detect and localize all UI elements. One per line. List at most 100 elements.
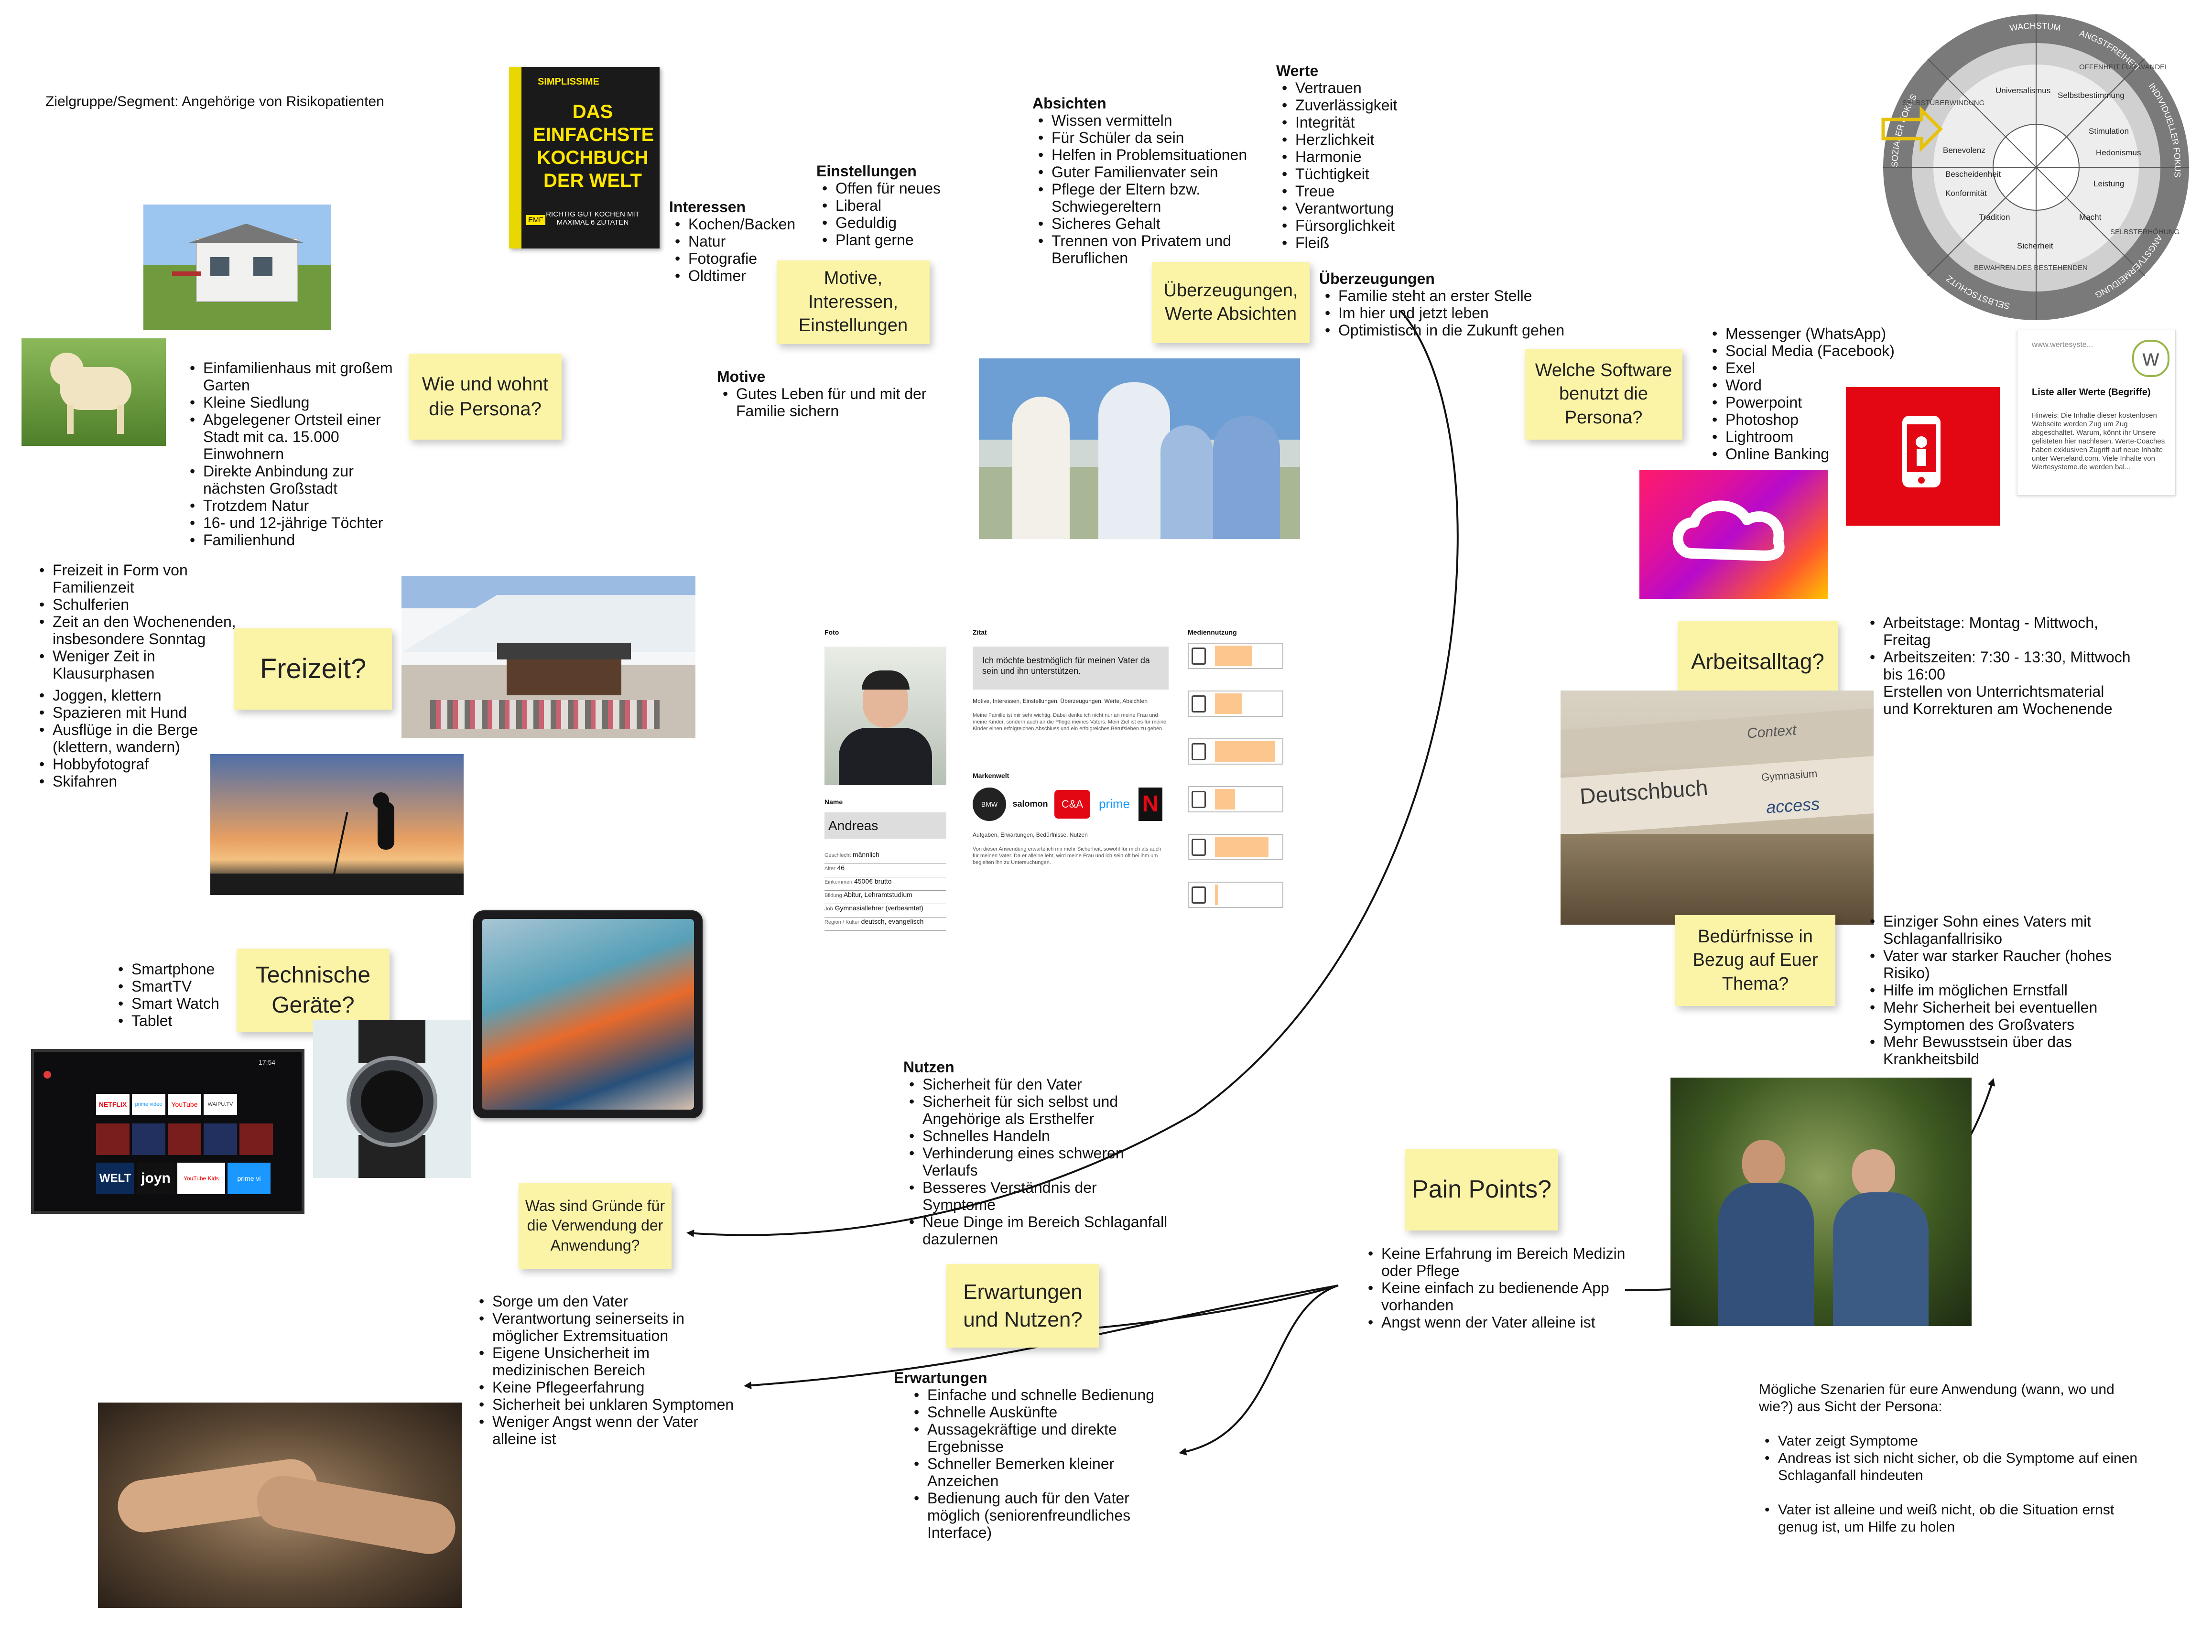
- werte-website-card[interactable]: www.wertesyste... w Liste aller Werte (B…: [2017, 330, 2176, 496]
- pain-item: Angst wenn der Vater alleine ist: [1368, 1314, 1630, 1331]
- beduerfnisse-list: Einziger Sohn eines Vaters mit Schlaganf…: [1864, 913, 2132, 1068]
- nutzen-item: Besseres Verständnis der Symptome: [909, 1179, 1171, 1213]
- szenarien-block: Mögliche Szenarien für eure Anwendung (w…: [1759, 1381, 2151, 1536]
- erwartungen-heading: Erwartungen: [894, 1369, 987, 1386]
- ueberzeugungen-item: Optimistisch in die Zukunft gehen: [1325, 322, 1587, 339]
- cookbook-image: SIMPLISSIME DAS EINFACHSTE KOCHBUCH DER …: [509, 67, 660, 248]
- brand-logo-ca: C&A: [1054, 789, 1090, 819]
- werte-item: Verantwortung: [1282, 200, 1429, 217]
- wheel-label: OFFENHEIT FÜR WANDEL: [2079, 63, 2169, 71]
- erwartungen-item: Schnelle Auskünfte: [914, 1404, 1161, 1421]
- werte-block: Werte Vertrauen Zuverlässigkeit Integrit…: [1276, 62, 1429, 251]
- nutzen-item: Sicherheit für den Vater: [909, 1076, 1171, 1093]
- ueberzeugungen-item: Familie steht an erster Stelle: [1325, 287, 1587, 304]
- tv-icon: [1192, 791, 1206, 808]
- sticky-note-beduerfnisse[interactable]: Bedürfnisse in Bezug auf Euer Thema?: [1675, 915, 1835, 1006]
- sticky-note-software[interactable]: Welche Software benutzt die Persona?: [1525, 349, 1682, 440]
- freizeit-item: Weniger Zeit in Klausurphasen: [39, 648, 253, 682]
- software-item: Lightroom: [1712, 428, 1921, 445]
- wohnen-item: Direkte Anbindung zur nächsten Großstadt: [190, 463, 394, 497]
- werte-item: Herzlichkeit: [1282, 131, 1429, 148]
- sticky-note-motive[interactable]: Motive, Interessen, Einstellungen: [777, 260, 930, 344]
- interessen-item: Fotografie: [675, 250, 822, 267]
- tv-app-youtube: YouTube: [168, 1094, 201, 1115]
- geraete-list: Smartphone SmartTV Smart Watch Tablet: [112, 961, 256, 1029]
- werte-item: Zuverlässigkeit: [1282, 97, 1429, 114]
- wheel-value: Leistung: [2093, 179, 2124, 188]
- einstellungen-item: Offen für neues: [822, 180, 969, 197]
- sticky-note-erwartungen[interactable]: Erwartungen und Nutzen?: [946, 1264, 1099, 1348]
- sticky-note-ueberzeugungen[interactable]: Überzeugungen, Werte Absichten: [1152, 262, 1310, 343]
- media-usage-row: [1188, 643, 1283, 669]
- wheel-value: Hedonismus: [2096, 148, 2141, 157]
- freizeit-item: Ausflüge in die Berge (klettern, wandern…: [39, 721, 253, 756]
- sticky-note-arbeitsalltag[interactable]: Arbeitsalltag?: [1678, 621, 1838, 702]
- tablet-image: [473, 910, 703, 1118]
- sticky-note-pain[interactable]: Pain Points?: [1405, 1149, 1558, 1231]
- software-item: Messenger (WhatsApp): [1712, 325, 1921, 342]
- werte-card-text: Hinweis: Die Inhalte dieser kostenlosen …: [2032, 411, 2165, 471]
- werte-item: Harmonie: [1282, 148, 1429, 165]
- werte-site-url: www.wertesyste...: [2032, 341, 2093, 349]
- szenarien-item: Andreas ist sich nicht sicher, ob die Sy…: [1765, 1450, 2151, 1484]
- brand-logo-bmw: BMW: [973, 787, 1006, 821]
- persona-name-label: Name: [824, 798, 843, 806]
- arrow-pain-to-erwartungen-1: [1089, 1285, 1339, 1329]
- tv-app-youtube-kids: YouTube Kids: [177, 1163, 225, 1194]
- brand-logos: BMW salomon C&A prime N: [973, 786, 1173, 822]
- erwartungen-item: Aussagekräftige und direkte Ergebnisse: [914, 1421, 1161, 1455]
- persona-card[interactable]: Foto Name Andreas Geschlecht männlich Al…: [822, 628, 1290, 934]
- beduerfnisse-item: Mehr Bewusstsein über das Krankheitsbild: [1870, 1033, 2132, 1068]
- sticky-note-gruende[interactable]: Was sind Gründe für die Verwendung der A…: [519, 1183, 672, 1269]
- erwartungen-block: Erwartungen Einfache und schnelle Bedien…: [894, 1369, 1161, 1541]
- tv-app-waipu: WAIPU.TV: [204, 1094, 237, 1115]
- brand-logo-prime: prime: [1098, 797, 1130, 811]
- family-photo: [979, 358, 1300, 539]
- interessen-item: Oldtimer: [675, 267, 822, 284]
- pain-item: Keine einfach zu bedienende App vorhande…: [1368, 1279, 1630, 1314]
- beduerfnisse-item: Vater war starker Raucher (hohes Risiko): [1870, 947, 2132, 982]
- absichten-item: Pflege der Eltern bzw. Schwiegereltern: [1038, 181, 1271, 215]
- wohnen-item: Einfamilienhaus mit großem Garten: [190, 359, 394, 394]
- motive-heading: Motive: [717, 368, 766, 385]
- freizeit-item: Spazieren mit Hund: [39, 704, 253, 721]
- freizeit-item: Hobbyfotograf: [39, 756, 253, 773]
- freizeit-item: Freizeit in Form von Familienzeit: [39, 561, 253, 596]
- tv-app-prime: prime video: [132, 1094, 165, 1115]
- absichten-item: Wissen vermitteln: [1038, 112, 1271, 129]
- wheel-value: Sicherheit: [2017, 241, 2053, 250]
- geraete-item: Smartphone: [118, 961, 256, 978]
- nutzen-item: Neue Dinge im Bereich Schlaganfall dazul…: [909, 1213, 1171, 1248]
- tv-clock: 17:54: [259, 1058, 276, 1066]
- wheel-label: BEWAHREN DES BESTEHENDEN: [1974, 264, 2088, 272]
- software-item: Word: [1712, 377, 1921, 394]
- tv-app-joyn: joyn: [137, 1163, 175, 1194]
- sticky-note-wohnt[interactable]: Wie und wohnt die Persona?: [409, 354, 562, 440]
- tv-app-welt: WELT: [96, 1163, 134, 1194]
- sticky-note-freizeit[interactable]: Freizeit?: [234, 628, 392, 710]
- media-usage-row: [1188, 691, 1283, 717]
- interessen-block: Interessen Kochen/Backen Natur Fotografi…: [669, 198, 822, 284]
- wohnen-item: Kleine Siedlung: [190, 394, 394, 411]
- beduerfnisse-item: Mehr Sicherheit bei eventuellen Symptome…: [1870, 999, 2132, 1033]
- wohnen-item: Trotzdem Natur: [190, 497, 394, 514]
- wohnen-item: Familienhund: [190, 531, 394, 549]
- persona-motive-text: Meine Familie ist mir sehr wichtig. Dabe…: [973, 713, 1167, 732]
- brand-logo-netflix: N: [1139, 787, 1162, 821]
- freizeit-list: Freizeit in Form von Familienzeit Schulf…: [33, 561, 253, 790]
- schoolbooks-photo: Deutschbuch access Context Gymnasium: [1561, 691, 1874, 925]
- werte-item: Tüchtigkeit: [1282, 165, 1429, 183]
- absichten-item: Guter Familienvater sein: [1038, 163, 1271, 181]
- mountain-hut-photo: [401, 576, 695, 738]
- media-usage-bar: [1215, 789, 1235, 810]
- wheel-label: SELBSTÜBERWINDUNG: [1902, 98, 1984, 107]
- sticky-note-geraete[interactable]: Technische Geräte?: [237, 949, 390, 1032]
- interessen-item: Kochen/Backen: [675, 216, 822, 233]
- absichten-heading: Absichten: [1032, 95, 1106, 112]
- persona-foto-label: Foto: [824, 628, 839, 636]
- wheel-value: Tradition: [1979, 213, 2010, 222]
- interessen-heading: Interessen: [669, 198, 746, 216]
- tv-app-netflix: NETFLIX: [96, 1094, 130, 1115]
- wheel-value: Bescheidenheit: [1945, 170, 2001, 179]
